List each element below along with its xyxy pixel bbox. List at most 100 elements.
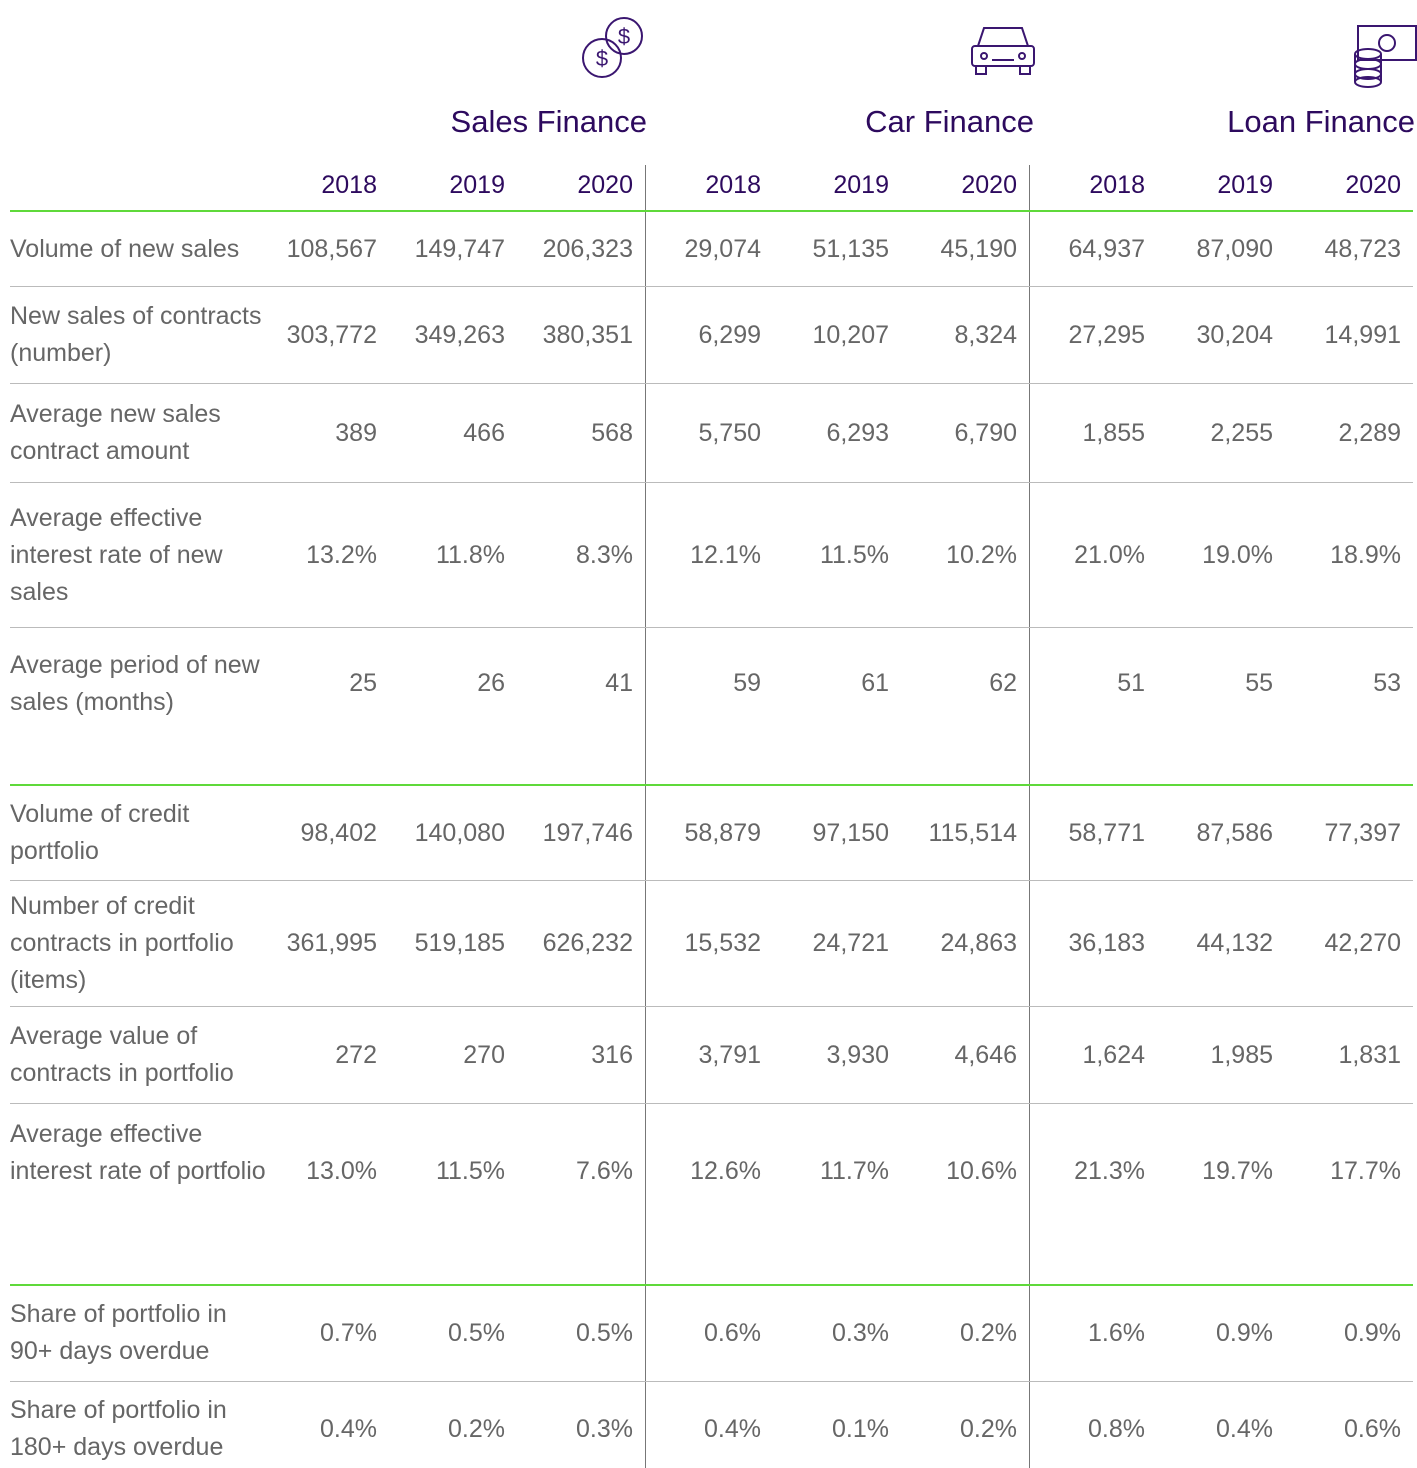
cell-value: 2,289 — [1338, 419, 1401, 447]
year-header: 2018 — [705, 171, 761, 199]
cell-value: 11.5% — [435, 1157, 505, 1185]
year-header: 2019 — [1217, 171, 1273, 199]
cell-value: 13.2% — [306, 541, 377, 569]
cell-value: 1,855 — [1082, 419, 1145, 447]
car-icon — [971, 27, 1035, 75]
row-rule — [10, 880, 1413, 881]
cell-value: 197,746 — [542, 819, 633, 847]
cell-value: 0.2% — [960, 1319, 1017, 1347]
cell-value: 6,293 — [826, 419, 889, 447]
cell-value: 58,879 — [684, 819, 761, 847]
cell-value: 0.3% — [832, 1319, 889, 1347]
cell-value: 97,150 — [812, 819, 889, 847]
coins-icon: $ $ — [582, 17, 643, 78]
cell-value: 51 — [1117, 669, 1145, 697]
cell-value: 0.6% — [1344, 1415, 1401, 1443]
row-label: Average effective interest rate of portf… — [10, 1120, 266, 1185]
cell-value: 61 — [861, 669, 889, 697]
cell-value: 0.1% — [832, 1415, 889, 1443]
cell-value: 24,863 — [940, 929, 1017, 957]
cell-value: 29,074 — [684, 235, 761, 263]
cell-value: 12.1% — [690, 541, 761, 569]
svg-text:$: $ — [596, 46, 608, 71]
column-divider — [645, 165, 646, 1468]
cell-value: 17.7% — [1330, 1157, 1401, 1185]
row-label: Average new sales contract amount — [10, 400, 221, 465]
cell-value: 15,532 — [684, 929, 761, 957]
cell-value: 0.5% — [448, 1319, 505, 1347]
cash-icon — [1354, 25, 1417, 88]
row-rule — [10, 482, 1413, 483]
cell-value: 0.7% — [320, 1319, 377, 1347]
cell-value: 42,270 — [1324, 929, 1401, 957]
cell-value: 26 — [477, 669, 505, 697]
cell-value: 108,567 — [286, 235, 377, 263]
cell-value: 11.5% — [819, 541, 889, 569]
cell-value: 6,790 — [954, 419, 1017, 447]
cell-value: 466 — [463, 419, 505, 447]
cell-value: 1,831 — [1338, 1041, 1401, 1069]
cell-value: 45,190 — [940, 235, 1017, 263]
cell-value: 0.8% — [1088, 1415, 1145, 1443]
cell-value: 519,185 — [414, 929, 505, 957]
cell-value: 140,080 — [414, 819, 505, 847]
row-rule — [10, 286, 1413, 287]
cell-value: 13.0% — [306, 1157, 377, 1185]
cell-value: 58,771 — [1068, 819, 1145, 847]
cell-value: 0.3% — [576, 1415, 633, 1443]
group-title: Loan Finance — [1227, 104, 1415, 139]
cell-value: 25 — [349, 669, 377, 697]
cell-value: 59 — [733, 669, 761, 697]
cell-value: 48,723 — [1324, 235, 1401, 263]
cell-value: 19.7% — [1202, 1157, 1273, 1185]
cell-value: 18.9% — [1330, 541, 1401, 569]
cell-value: 206,323 — [542, 235, 633, 263]
cell-value: 8.3% — [576, 541, 633, 569]
cell-value: 1.6% — [1088, 1319, 1145, 1347]
cell-value: 19.0% — [1202, 541, 1273, 569]
cell-value: 0.5% — [576, 1319, 633, 1347]
cell-value: 12.6% — [690, 1157, 761, 1185]
cell-value: 14,991 — [1324, 321, 1401, 349]
row-label: Average period of new sales (months) — [10, 651, 260, 716]
svg-text:$: $ — [618, 24, 630, 49]
row-label: Average effective interest rate of new s… — [10, 503, 223, 606]
row-label: Average value of contracts in portfolio — [10, 1022, 234, 1087]
cell-value: 44,132 — [1196, 929, 1273, 957]
year-header: 2018 — [1089, 171, 1145, 199]
cell-value: 10.2% — [946, 541, 1017, 569]
row-label: Share of portfolio in 90+ days overdue — [10, 1300, 227, 1365]
year-header: 2019 — [833, 171, 889, 199]
cell-value: 0.9% — [1344, 1319, 1401, 1347]
cell-value: 316 — [591, 1041, 633, 1069]
row-label: Number of credit contracts in portfolio … — [10, 891, 234, 994]
cell-value: 5,750 — [698, 419, 761, 447]
cell-value: 380,351 — [542, 321, 633, 349]
cell-value: 87,090 — [1196, 235, 1273, 263]
row-rule — [10, 1006, 1413, 1007]
cell-value: 270 — [463, 1041, 505, 1069]
row-label: Share of portfolio in 180+ days overdue — [10, 1396, 227, 1461]
cell-value: 7.6% — [576, 1157, 633, 1185]
cell-value: 3,791 — [698, 1041, 761, 1069]
row-label: Volume of credit portfolio — [10, 800, 190, 865]
year-header: 2018 — [321, 171, 377, 199]
row-label: Volume of new sales — [10, 234, 240, 263]
year-header: 2019 — [449, 171, 505, 199]
section-rule — [10, 1284, 1413, 1286]
row-label: New sales of contracts (number) — [10, 302, 262, 367]
cell-value: 303,772 — [286, 321, 377, 349]
cell-value: 272 — [335, 1041, 377, 1069]
cell-value: 41 — [605, 669, 633, 697]
cell-value: 2,255 — [1210, 419, 1273, 447]
row-rule — [10, 1381, 1413, 1382]
year-header: 2020 — [577, 171, 633, 199]
cell-value: 77,397 — [1324, 819, 1401, 847]
cell-value: 0.2% — [448, 1415, 505, 1443]
cell-value: 27,295 — [1068, 321, 1145, 349]
cell-value: 11.7% — [819, 1157, 889, 1185]
cell-value: 36,183 — [1068, 929, 1145, 957]
row-rule — [10, 1103, 1413, 1104]
year-header: 2020 — [1345, 171, 1401, 199]
